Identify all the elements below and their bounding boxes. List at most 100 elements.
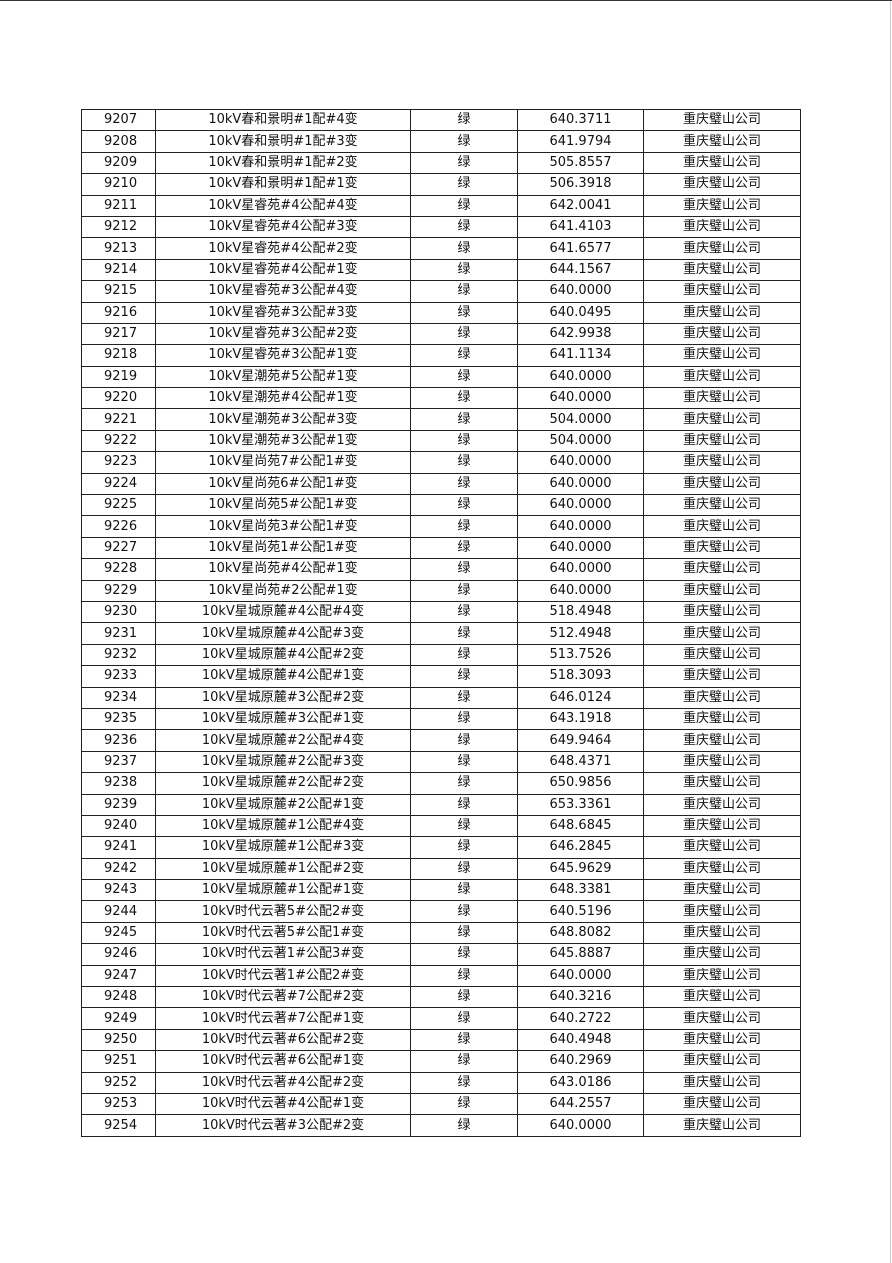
row-number-cell: 9207	[81, 108, 156, 132]
value-cell: 518.3093	[517, 665, 644, 688]
status-cell: 绿	[410, 1092, 518, 1116]
transformer-name-cell: 10kV春和景明#1配#2变	[155, 151, 411, 175]
status-cell: 绿	[410, 344, 518, 367]
transformer-name-cell: 10kV时代云著#4公配#2变	[155, 1071, 411, 1094]
transformer-name-cell: 10kV星城原麓#4公配#3变	[155, 622, 411, 645]
transformer-name-cell: 10kV星尚苑5#公配1#变	[155, 494, 411, 517]
value-cell: 640.0000	[517, 280, 644, 303]
row-number-cell: 9222	[81, 429, 156, 453]
status-cell: 绿	[410, 1114, 518, 1137]
status-cell: 绿	[410, 365, 518, 389]
value-cell: 640.3711	[517, 108, 644, 132]
company-cell: 重庆璧山公司	[643, 707, 801, 731]
transformer-name-cell: 10kV星城原麓#3公配#1变	[155, 707, 411, 731]
table-row: 9250 10kV时代云著#6公配#2变绿 640.4948 重庆璧山公司	[81, 1028, 801, 1052]
company-cell: 重庆璧山公司	[643, 301, 801, 324]
company-cell: 重庆璧山公司	[643, 750, 801, 774]
transformer-name-cell: 10kV星睿苑#4公配#1变	[155, 258, 411, 282]
row-number-cell: 9235	[81, 707, 156, 731]
status-cell: 绿	[410, 986, 518, 1009]
company-cell: 重庆璧山公司	[643, 173, 801, 196]
table-row: 9221 10kV星潮苑#3公配#3变绿 504.0000 重庆璧山公司	[81, 408, 801, 431]
value-cell: 646.0124	[517, 686, 644, 709]
value-cell: 648.4371	[517, 750, 644, 774]
value-cell: 649.9464	[517, 729, 644, 752]
status-cell: 绿	[410, 1071, 518, 1094]
value-cell: 640.3216	[517, 986, 644, 1009]
company-cell: 重庆璧山公司	[643, 536, 801, 560]
value-cell: 640.0000	[517, 579, 644, 602]
status-cell: 绿	[410, 900, 518, 923]
table-row: 9225 10kV星尚苑5#公配1#变绿 640.0000 重庆璧山公司	[81, 494, 801, 517]
status-cell: 绿	[410, 301, 518, 324]
table-row: 9220 10kV星潮苑#4公配#1变绿 640.0000 重庆璧山公司	[81, 387, 801, 410]
row-number-cell: 9209	[81, 151, 156, 175]
table-row: 9222 10kV星潮苑#3公配#1变绿 504.0000 重庆璧山公司	[81, 429, 801, 453]
company-cell: 重庆璧山公司	[643, 986, 801, 1009]
row-number-cell: 9251	[81, 1050, 156, 1073]
table-row: 9207 10kV春和景明#1配#4变绿 640.3711 重庆璧山公司	[81, 108, 801, 132]
company-cell: 重庆璧山公司	[643, 1007, 801, 1030]
transformer-name-cell: 10kV时代云著#7公配#1变	[155, 1007, 411, 1030]
status-cell: 绿	[410, 750, 518, 774]
value-cell: 640.0000	[517, 451, 644, 474]
row-number-cell: 9246	[81, 943, 156, 966]
row-number-cell: 9220	[81, 387, 156, 410]
status-cell: 绿	[410, 772, 518, 795]
value-cell: 650.9856	[517, 772, 644, 795]
table-row: 9240 10kV星城原麓#1公配#4变绿 648.6845 重庆璧山公司	[81, 814, 801, 838]
table-row: 9243 10kV星城原麓#1公配#1变绿 648.3381 重庆璧山公司	[81, 879, 801, 902]
table-row: 9228 10kV星尚苑#4公配#1变绿 640.0000 重庆璧山公司	[81, 558, 801, 581]
status-cell: 绿	[410, 151, 518, 175]
transformer-name-cell: 10kV时代云著1#公配2#变	[155, 964, 411, 988]
row-number-cell: 9228	[81, 558, 156, 581]
value-cell: 640.0000	[517, 387, 644, 410]
row-number-cell: 9236	[81, 729, 156, 752]
table-row: 9252 10kV时代云著#4公配#2变绿 643.0186 重庆璧山公司	[81, 1071, 801, 1094]
transformer-name-cell: 10kV星潮苑#3公配#3变	[155, 408, 411, 431]
transformer-name-cell: 10kV星城原麓#4公配#4变	[155, 600, 411, 624]
status-cell: 绿	[410, 451, 518, 474]
status-cell: 绿	[410, 215, 518, 239]
company-cell: 重庆璧山公司	[643, 194, 801, 217]
status-cell: 绿	[410, 515, 518, 538]
transformer-name-cell: 10kV春和景明#1配#3变	[155, 130, 411, 153]
value-cell: 641.9794	[517, 130, 644, 153]
status-cell: 绿	[410, 793, 518, 816]
row-number-cell: 9214	[81, 258, 156, 282]
company-cell: 重庆璧山公司	[643, 344, 801, 367]
table-row: 9253 10kV时代云著#4公配#1变绿 644.2557 重庆璧山公司	[81, 1092, 801, 1116]
transformer-name-cell: 10kV星尚苑7#公配1#变	[155, 451, 411, 474]
table-row: 9211 10kV星睿苑#4公配#4变绿 642.0041 重庆璧山公司	[81, 194, 801, 217]
value-cell: 640.0000	[517, 558, 644, 581]
company-cell: 重庆璧山公司	[643, 772, 801, 795]
value-cell: 640.2969	[517, 1050, 644, 1073]
status-cell: 绿	[410, 258, 518, 282]
transformer-name-cell: 10kV时代云著#6公配#2变	[155, 1028, 411, 1052]
value-cell: 642.0041	[517, 194, 644, 217]
row-number-cell: 9219	[81, 365, 156, 389]
table-row: 9242 10kV星城原麓#1公配#2变绿 645.9629 重庆璧山公司	[81, 857, 801, 881]
company-cell: 重庆璧山公司	[643, 1071, 801, 1094]
table-row: 9236 10kV星城原麓#2公配#4变绿 649.9464 重庆璧山公司	[81, 729, 801, 752]
row-number-cell: 9212	[81, 215, 156, 239]
company-cell: 重庆璧山公司	[643, 921, 801, 945]
table-row: 9232 10kV星城原麓#4公配#2变绿 513.7526 重庆璧山公司	[81, 643, 801, 667]
row-number-cell: 9253	[81, 1092, 156, 1116]
value-cell: 640.2722	[517, 1007, 644, 1030]
company-cell: 重庆璧山公司	[643, 558, 801, 581]
status-cell: 绿	[410, 665, 518, 688]
transformer-name-cell: 10kV时代云著5#公配2#变	[155, 900, 411, 923]
company-cell: 重庆璧山公司	[643, 1114, 801, 1137]
status-cell: 绿	[410, 729, 518, 752]
transformer-name-cell: 10kV星睿苑#3公配#3变	[155, 301, 411, 324]
row-number-cell: 9224	[81, 472, 156, 496]
row-number-cell: 9239	[81, 793, 156, 816]
value-cell: 640.4948	[517, 1028, 644, 1052]
row-number-cell: 9241	[81, 836, 156, 859]
value-cell: 645.9629	[517, 857, 644, 881]
row-number-cell: 9245	[81, 921, 156, 945]
company-cell: 重庆璧山公司	[643, 665, 801, 688]
status-cell: 绿	[410, 921, 518, 945]
status-cell: 绿	[410, 836, 518, 859]
